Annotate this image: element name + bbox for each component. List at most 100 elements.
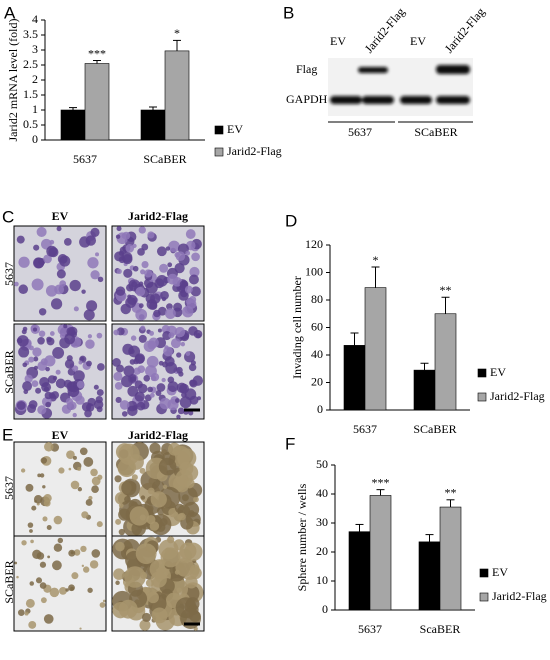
cell: [127, 294, 138, 306]
cell: [49, 239, 55, 245]
cell: [58, 467, 65, 474]
cell: [137, 248, 145, 256]
cell: [35, 387, 42, 394]
cell: [28, 620, 37, 629]
cell: [68, 549, 76, 557]
cell: [115, 541, 125, 552]
lane-label: Jarid2-Flag: [442, 5, 488, 56]
y-tick-label: 20: [311, 374, 323, 388]
cell: [188, 274, 199, 285]
significance: *: [373, 253, 379, 267]
cell: [44, 355, 56, 367]
cell: [115, 396, 122, 404]
x-tick-label: 5637: [358, 622, 382, 636]
cell: [24, 374, 33, 383]
cell: [123, 268, 133, 278]
cell: [42, 485, 46, 489]
cell: [21, 540, 27, 546]
cell: [96, 521, 103, 528]
cell: [71, 365, 79, 372]
cell: [65, 397, 74, 405]
bar: [439, 506, 462, 611]
cell: [150, 491, 167, 508]
cell: [161, 377, 166, 383]
x-tick-label: 5637: [353, 422, 377, 436]
cell: [118, 528, 125, 536]
cell: [40, 457, 48, 464]
cell: [86, 360, 92, 367]
cell: [93, 384, 99, 390]
y-tick-label: 80: [311, 292, 323, 306]
cell: [91, 485, 99, 494]
cell: [37, 405, 47, 415]
cell: [175, 398, 180, 403]
cell: [175, 557, 195, 577]
cell: [28, 345, 34, 351]
cell: [17, 335, 29, 347]
cell: [14, 561, 18, 565]
cell: [63, 324, 68, 329]
y-tick-label: 2: [32, 72, 38, 86]
cell: [49, 587, 60, 598]
y-axis-label: Invading cell number: [290, 276, 304, 379]
bar: [434, 313, 457, 411]
cell: [27, 522, 34, 528]
cell: [37, 473, 42, 478]
legend-swatch: [477, 392, 487, 402]
cell: [115, 286, 126, 296]
cell: [139, 619, 151, 631]
cell: [155, 390, 162, 397]
cell: [154, 278, 165, 289]
cell: [91, 476, 101, 486]
cell: [147, 591, 159, 604]
cell: [113, 329, 120, 336]
cell: [164, 308, 176, 320]
cell: [176, 382, 188, 394]
cell: [185, 575, 198, 589]
cell: [28, 400, 38, 409]
y-tick-label: 40: [311, 347, 323, 361]
cell: [55, 378, 66, 389]
cell: [42, 516, 48, 522]
cell: [53, 543, 63, 552]
cell: [64, 359, 75, 369]
cell: [90, 227, 100, 237]
cell: [167, 381, 179, 392]
y-axis-label: Jarid2 mRNA level (fold): [6, 19, 20, 142]
cell: [184, 285, 193, 294]
cell: [181, 494, 189, 502]
cell: [32, 347, 42, 357]
row-label: GAPDH: [286, 92, 328, 106]
cell: [118, 443, 140, 465]
cell: [149, 330, 155, 336]
y-tick-label: 30: [316, 515, 328, 529]
cell: [191, 252, 200, 262]
lane-label: EV: [410, 34, 426, 48]
cell: [156, 383, 166, 392]
cell: [73, 549, 81, 556]
x-tick-label: ScaBER: [420, 622, 461, 636]
cell: [175, 251, 186, 262]
cell: [25, 598, 35, 608]
cell: [96, 389, 104, 397]
cell: [129, 506, 149, 526]
cell: [135, 308, 148, 321]
cell: [29, 581, 35, 586]
cell: [185, 229, 196, 239]
cell: [165, 246, 171, 251]
cell: [36, 552, 45, 560]
bar: [418, 541, 441, 611]
cell: [91, 549, 101, 558]
cell: [83, 566, 90, 573]
cell: [39, 473, 45, 478]
cell: [121, 375, 133, 388]
cell: [31, 505, 37, 511]
cell: [59, 586, 67, 595]
cell: [81, 564, 85, 568]
cell: [162, 484, 168, 489]
cell: [176, 414, 181, 419]
cell: [144, 394, 152, 402]
panel-letter: A: [4, 3, 16, 22]
cell: [90, 270, 100, 280]
invasion-images: EV Jarid2-Flag 5637 SCaBER: [2, 209, 205, 420]
